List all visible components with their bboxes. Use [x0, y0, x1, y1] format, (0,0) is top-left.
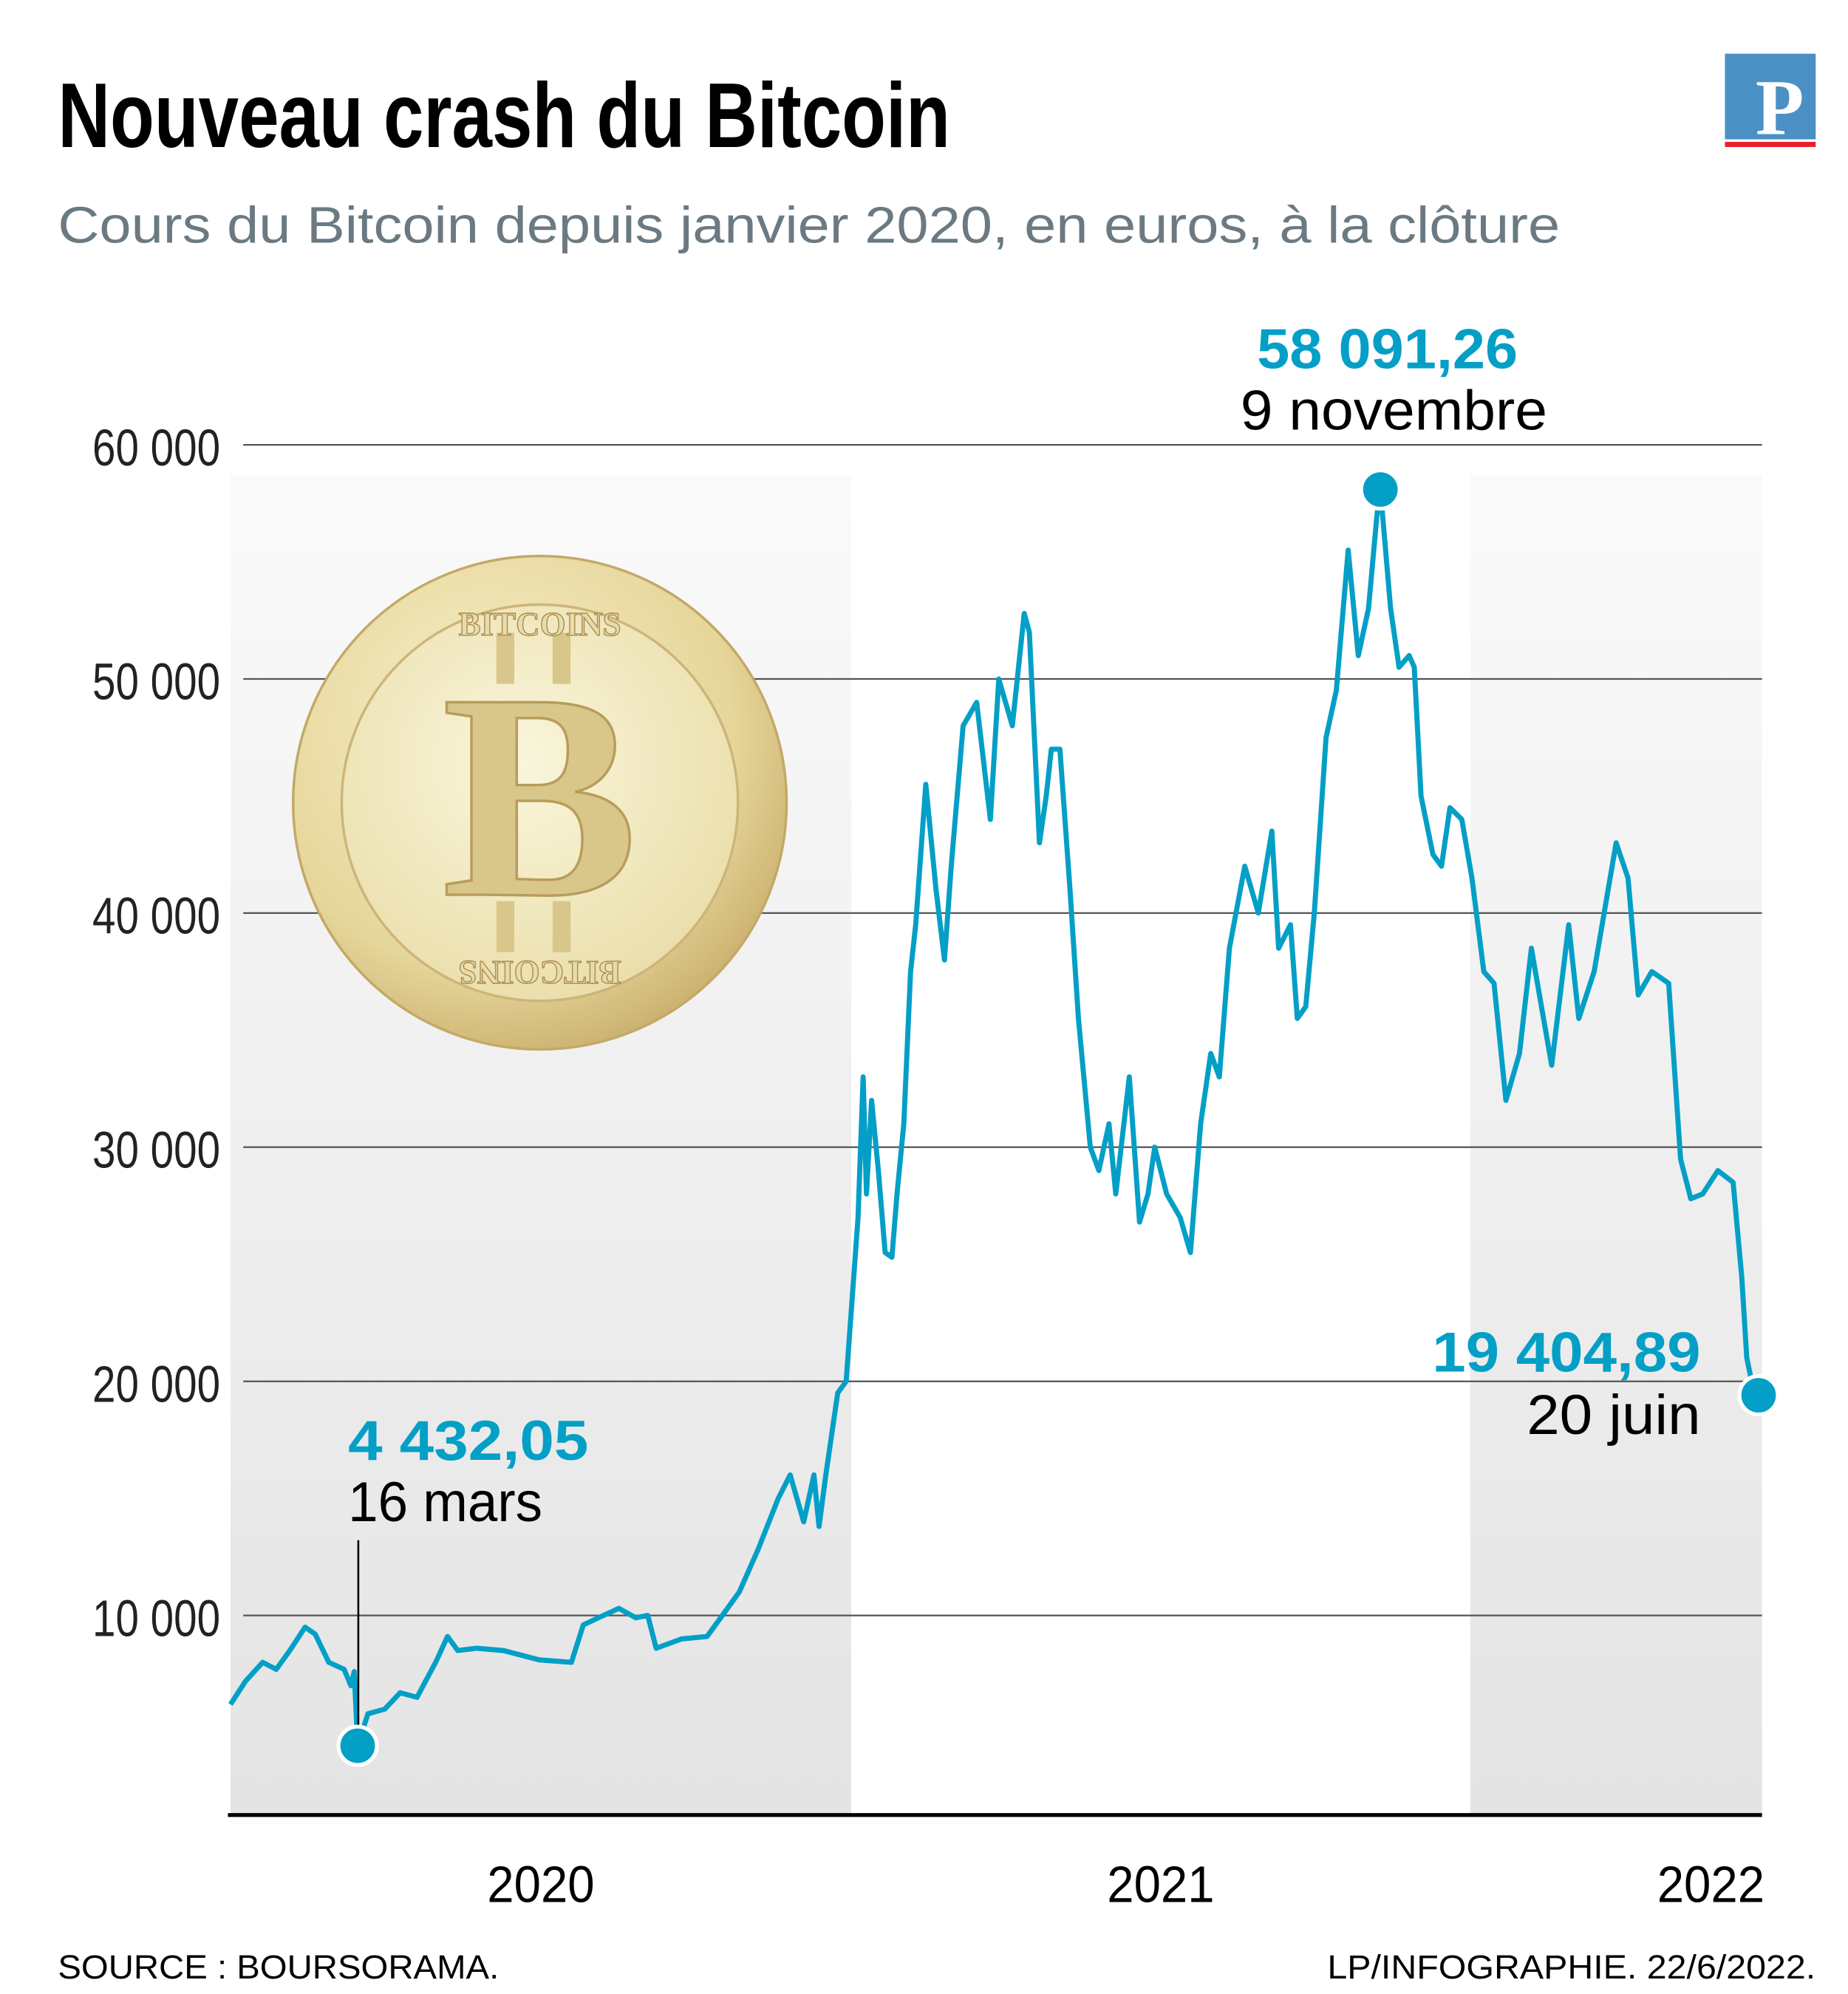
price-line: [228, 487, 1765, 1749]
x-tick-label: 2021: [1107, 1855, 1214, 1913]
y-axis-labels: 10 000 20 000 30 000 40 000 50 000 60 000: [92, 419, 220, 1648]
x-tick-label: 2020: [487, 1855, 594, 1913]
publisher-logo: P: [1725, 53, 1816, 152]
y-tick-label: 10 000: [92, 1589, 220, 1647]
y-tick-label: 50 000: [92, 653, 220, 711]
chart-subtitle: Cours du Bitcoin depuis janvier 2020, en…: [58, 197, 1560, 254]
y-tick-label: 40 000: [92, 887, 220, 945]
price-series: [228, 487, 1765, 1749]
chart-title: Nouveau crash du Bitcoin: [58, 64, 950, 167]
y-tick-label: 30 000: [92, 1121, 220, 1178]
logo-letter: P: [1756, 64, 1804, 152]
y-tick-label: 60 000: [92, 419, 220, 477]
coin-bottom-text: BITCOINS: [459, 954, 621, 991]
y-tick-label: 20 000: [92, 1355, 220, 1413]
annotation-dot: [336, 1724, 379, 1767]
coin-top-text: BITCOINS: [459, 606, 621, 643]
source-note: SOURCE : BOURSORAMA.: [58, 1948, 499, 1986]
annotation-date: 16 mars: [348, 1471, 542, 1534]
band-2022: [1470, 475, 1762, 1815]
annotation-dot: [1737, 1374, 1780, 1417]
x-tick-label: 2022: [1657, 1855, 1765, 1913]
credit-note: LP/INFOGRAPHIE. 22/6/2022.: [1327, 1948, 1815, 1986]
annotation-value: 58 091,26: [1257, 318, 1518, 380]
annotation-date: 20 juin: [1527, 1384, 1700, 1447]
annotation-value: 19 404,89: [1432, 1321, 1700, 1384]
coin-symbol: B: [442, 633, 638, 959]
annotation-dot: [1359, 468, 1402, 511]
annotation-date: 9 novembre: [1241, 379, 1547, 442]
x-axis-labels: 2020 2021 2022: [487, 1855, 1765, 1913]
bitcoin-coin-illustration: B BITCOINS BITCOINS: [291, 554, 788, 1051]
annotation-value: 4 432,05: [348, 1410, 588, 1472]
